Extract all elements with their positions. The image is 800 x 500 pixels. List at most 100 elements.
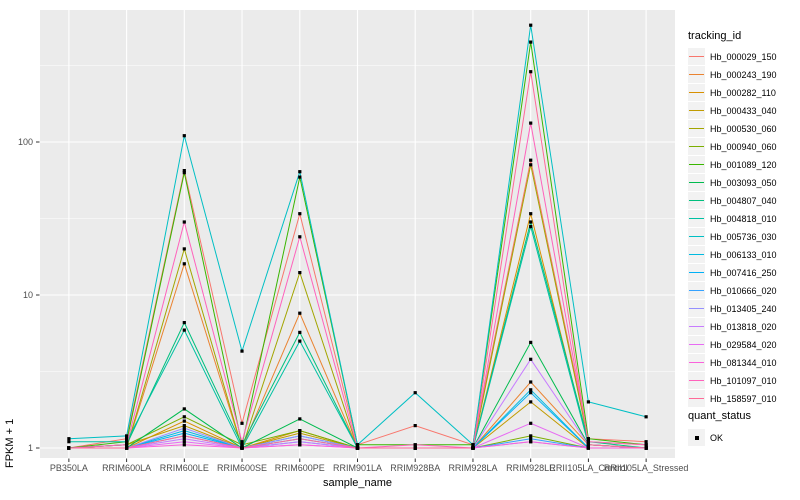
legend-item-label: Hb_003093_050 bbox=[710, 177, 777, 188]
point-marker bbox=[182, 415, 186, 419]
x-tick-label: RRIM928LE bbox=[506, 463, 556, 473]
point-marker bbox=[125, 434, 129, 438]
legend-item: Hb_003093_050 bbox=[688, 174, 777, 191]
x-tick-label: RRIM600LE bbox=[159, 463, 209, 473]
point-marker bbox=[529, 212, 533, 216]
point-marker bbox=[182, 437, 186, 441]
legend-line-swatch-icon bbox=[689, 73, 704, 76]
legend-key bbox=[688, 282, 705, 299]
legend-item: Hb_000243_190 bbox=[688, 66, 777, 83]
point-marker bbox=[529, 440, 533, 444]
legend-item-label: Hb_158597_010 bbox=[710, 393, 777, 404]
x-tick-label: RRIM600PE bbox=[274, 463, 325, 473]
x-tick-label: RRIM901LA bbox=[332, 463, 383, 473]
point-marker bbox=[529, 380, 533, 384]
x-tick-label: RRIM600SE bbox=[217, 463, 268, 473]
point-marker bbox=[240, 446, 244, 450]
legend-item-label: Hb_081344_010 bbox=[710, 357, 777, 368]
legend-line-swatch-icon bbox=[689, 289, 704, 292]
legend-key bbox=[688, 84, 705, 101]
legend-title-quant-status: quant_status bbox=[688, 410, 751, 422]
legend-item-label: Hb_000282_110 bbox=[710, 87, 776, 98]
legend-panel: tracking_id Hb_000029_150 Hb_000243_190 Hb… bbox=[688, 0, 800, 500]
point-marker bbox=[529, 388, 533, 392]
legend-item-label: Hb_010666_020 bbox=[710, 285, 777, 296]
legend-line-swatch-icon bbox=[689, 127, 704, 130]
legend-item-label: Hb_006133_010 bbox=[710, 249, 777, 260]
legend-item: Hb_005736_030 bbox=[688, 228, 777, 245]
legend-key bbox=[688, 48, 705, 65]
legend-line-swatch-icon bbox=[689, 145, 704, 148]
point-marker bbox=[182, 429, 186, 433]
legend-key bbox=[688, 66, 705, 83]
legend-item-label: OK bbox=[710, 432, 724, 443]
legend-key bbox=[688, 246, 705, 263]
legend-key bbox=[688, 120, 705, 137]
x-tick-label: PB350LA bbox=[49, 463, 88, 473]
legend-key bbox=[688, 156, 705, 173]
legend-item-label: Hb_029584_020 bbox=[710, 339, 777, 350]
point-marker bbox=[586, 400, 590, 404]
legend-key bbox=[688, 300, 705, 317]
legend-line-swatch-icon bbox=[689, 181, 704, 184]
point-marker bbox=[125, 437, 129, 441]
legend-item: Hb_000029_150 bbox=[688, 48, 777, 65]
legend-line-swatch-icon bbox=[689, 55, 704, 58]
point-marker bbox=[298, 417, 302, 421]
legend-key bbox=[688, 192, 705, 209]
legend-line-swatch-icon bbox=[689, 91, 704, 94]
point-marker bbox=[413, 446, 417, 450]
legend-key bbox=[688, 210, 705, 227]
legend-line-swatch-icon bbox=[689, 307, 704, 310]
point-marker bbox=[413, 424, 417, 428]
point-marker bbox=[182, 426, 186, 430]
point-marker bbox=[471, 443, 475, 447]
legend-line-swatch-icon bbox=[689, 235, 704, 238]
legend-item: Hb_010666_020 bbox=[688, 282, 777, 299]
legend-item-label: Hb_013818_020 bbox=[710, 321, 777, 332]
point-marker bbox=[355, 446, 360, 450]
legend-key bbox=[688, 372, 705, 389]
point-marker bbox=[413, 443, 417, 447]
point-marker bbox=[182, 134, 186, 138]
point-marker bbox=[529, 340, 533, 344]
point-marker bbox=[298, 339, 302, 343]
legend-key bbox=[688, 390, 705, 407]
legend-item: Hb_158597_010 bbox=[688, 390, 777, 407]
legend-title-tracking-id: tracking_id bbox=[688, 30, 742, 42]
point-marker bbox=[182, 431, 186, 435]
legend-item: Hb_001089_120 bbox=[688, 156, 777, 173]
legend-line-swatch-icon bbox=[689, 217, 704, 220]
point-marker bbox=[298, 437, 302, 441]
series-points-Hb_158597_010 bbox=[67, 70, 648, 450]
legend-item-label: Hb_013405_240 bbox=[710, 303, 777, 314]
x-axis-title: sample_name bbox=[322, 477, 393, 489]
point-marker bbox=[298, 311, 302, 315]
legend-item-label: Hb_000940_060 bbox=[710, 141, 777, 152]
legend-key bbox=[688, 336, 705, 353]
point-marker bbox=[182, 262, 186, 266]
legend-item-label: Hb_004818_010 bbox=[710, 213, 777, 224]
point-marker bbox=[125, 443, 129, 447]
point-marker bbox=[529, 434, 533, 438]
legend-line-swatch-icon bbox=[689, 325, 704, 328]
point-marker bbox=[240, 440, 244, 444]
legend-key bbox=[688, 264, 705, 281]
legend-item: Hb_000282_110 bbox=[688, 84, 776, 101]
legend-key bbox=[688, 354, 705, 371]
axis-ticks bbox=[36, 141, 647, 462]
quant-ok-key bbox=[688, 429, 705, 446]
point-marker bbox=[529, 400, 533, 404]
x-tick-label: RRIM928BA bbox=[390, 463, 441, 473]
point-marker bbox=[240, 443, 244, 447]
point-marker bbox=[644, 415, 648, 419]
point-marker bbox=[298, 212, 302, 216]
legend-item: Hb_101097_010 bbox=[688, 372, 777, 389]
legend-item: Hb_004818_010 bbox=[688, 210, 777, 227]
legend-line-swatch-icon bbox=[689, 253, 704, 256]
data-points bbox=[67, 23, 648, 450]
point-marker bbox=[529, 391, 533, 395]
legend-item-ok: OK bbox=[688, 429, 723, 446]
legend-line-swatch-icon bbox=[689, 271, 704, 274]
